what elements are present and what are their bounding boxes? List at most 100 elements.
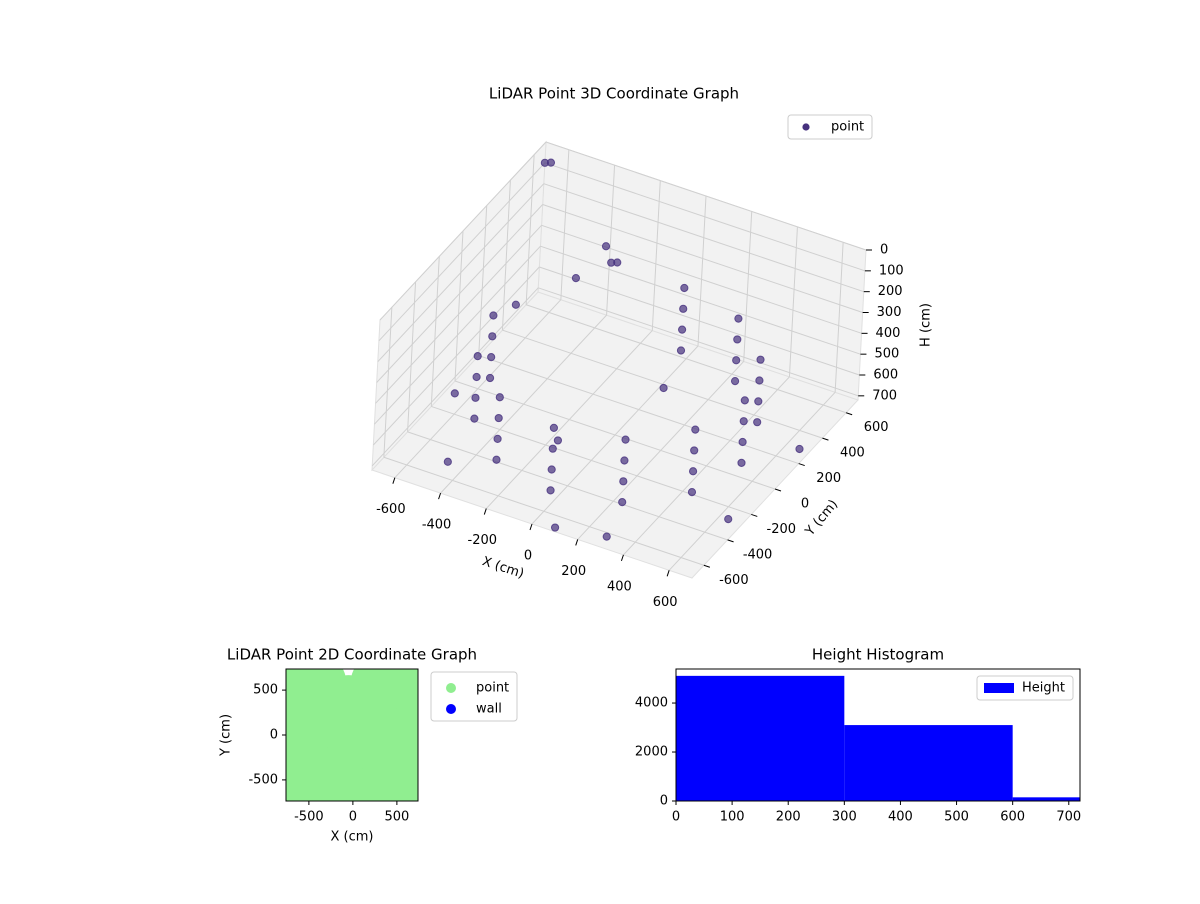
tick-mark xyxy=(483,508,487,515)
grid-line xyxy=(375,224,542,404)
data-point xyxy=(755,376,764,385)
tick-mark xyxy=(798,463,805,467)
x-tick-label: 100 xyxy=(720,810,745,825)
data-point xyxy=(738,437,747,447)
y-tick-label: -600 xyxy=(719,573,749,588)
y-tick-label: -400 xyxy=(743,547,773,562)
data-point xyxy=(730,377,740,386)
x-tick-label: 600 xyxy=(653,595,678,610)
data-point xyxy=(547,465,556,474)
legend-label: point xyxy=(831,120,864,135)
y-axis-label: Y (cm) xyxy=(219,714,234,757)
grid-line xyxy=(431,405,752,515)
y-tick-label: 0 xyxy=(660,794,668,809)
y-tick-label: -500 xyxy=(248,772,278,787)
x-tick-label: -400 xyxy=(422,518,452,533)
grid-line xyxy=(377,183,545,363)
data-point xyxy=(620,456,629,465)
y-tick-label: 600 xyxy=(864,420,889,435)
data-point xyxy=(740,396,749,405)
data-point xyxy=(619,477,628,486)
tick-mark xyxy=(620,554,624,562)
data-point xyxy=(492,455,501,464)
bar xyxy=(676,675,845,801)
x-axis-label: X (cm) xyxy=(331,830,374,845)
data-point xyxy=(546,158,556,167)
x-tick-label: 0 xyxy=(672,810,680,825)
data-point xyxy=(659,383,668,393)
grid-line xyxy=(543,183,864,293)
data-point xyxy=(613,258,622,267)
x-tick-label: 500 xyxy=(384,810,409,825)
grid-line xyxy=(525,304,847,414)
data-point xyxy=(450,389,459,398)
legend-box xyxy=(430,671,518,722)
legend-marker xyxy=(446,704,456,714)
grid-line xyxy=(545,141,867,251)
data-point xyxy=(493,434,502,443)
data-point xyxy=(494,413,503,423)
x-tick-label: 500 xyxy=(944,810,969,825)
grid-line xyxy=(539,266,860,376)
data-point xyxy=(487,353,496,362)
x-tick-label: 0 xyxy=(349,810,357,825)
data-point xyxy=(550,523,560,532)
x-tick-label: 300 xyxy=(832,810,857,825)
grid-line xyxy=(454,380,776,490)
x-tick-label: 0 xyxy=(524,549,532,564)
chart-title: Height Histogram xyxy=(812,646,944,664)
tick-mark xyxy=(822,437,829,441)
data-point xyxy=(618,498,627,507)
z-tick-label: 200 xyxy=(878,284,903,299)
grid-line xyxy=(538,287,859,397)
data-point xyxy=(548,444,557,453)
z-tick-label: 400 xyxy=(876,326,901,341)
data-point xyxy=(621,435,630,444)
y-tick-label: -200 xyxy=(767,522,797,537)
data-point xyxy=(488,332,497,341)
data-point xyxy=(733,335,742,344)
group xyxy=(676,675,1080,801)
data-point xyxy=(739,417,748,426)
data-point xyxy=(688,467,698,476)
bar xyxy=(1012,797,1080,801)
data-point xyxy=(680,283,689,293)
tick-mark xyxy=(575,539,579,546)
y-tick-label: 0 xyxy=(801,497,809,512)
x-tick-label: -500 xyxy=(294,810,324,825)
x-tick-label: -200 xyxy=(468,533,498,548)
x-tick-label: 700 xyxy=(1056,810,1081,825)
data-point xyxy=(676,346,686,355)
legend-marker xyxy=(984,683,1014,693)
data-point xyxy=(485,373,495,383)
z-axis-label: H (cm) xyxy=(919,303,934,347)
data-point xyxy=(687,488,697,497)
grid-line xyxy=(383,456,705,566)
data-point xyxy=(471,393,480,402)
data-point xyxy=(679,304,688,313)
data-point xyxy=(734,314,743,323)
grid-line xyxy=(376,204,544,383)
tick-mark xyxy=(751,513,758,517)
data-point xyxy=(473,352,482,361)
x-tick-label: 200 xyxy=(561,564,586,579)
data-point xyxy=(372,769,418,801)
grid-line xyxy=(379,141,547,321)
data-point xyxy=(571,273,581,283)
x-tick-label: 400 xyxy=(607,579,632,594)
data-point xyxy=(754,397,763,406)
z-tick-label: 500 xyxy=(874,347,899,362)
data-point xyxy=(724,515,733,524)
grid-line xyxy=(478,355,799,465)
data-point xyxy=(601,242,611,251)
y-tick-label: 200 xyxy=(816,471,841,486)
grid-line xyxy=(371,287,539,467)
x-tick-label: 600 xyxy=(1000,810,1025,825)
data-point xyxy=(553,436,563,445)
legend-label: wall xyxy=(476,702,502,717)
y-tick-label: 0 xyxy=(270,728,278,743)
x-tick-label: 200 xyxy=(776,810,801,825)
y-tick-label: 2000 xyxy=(635,745,668,760)
grid-line xyxy=(540,245,861,355)
